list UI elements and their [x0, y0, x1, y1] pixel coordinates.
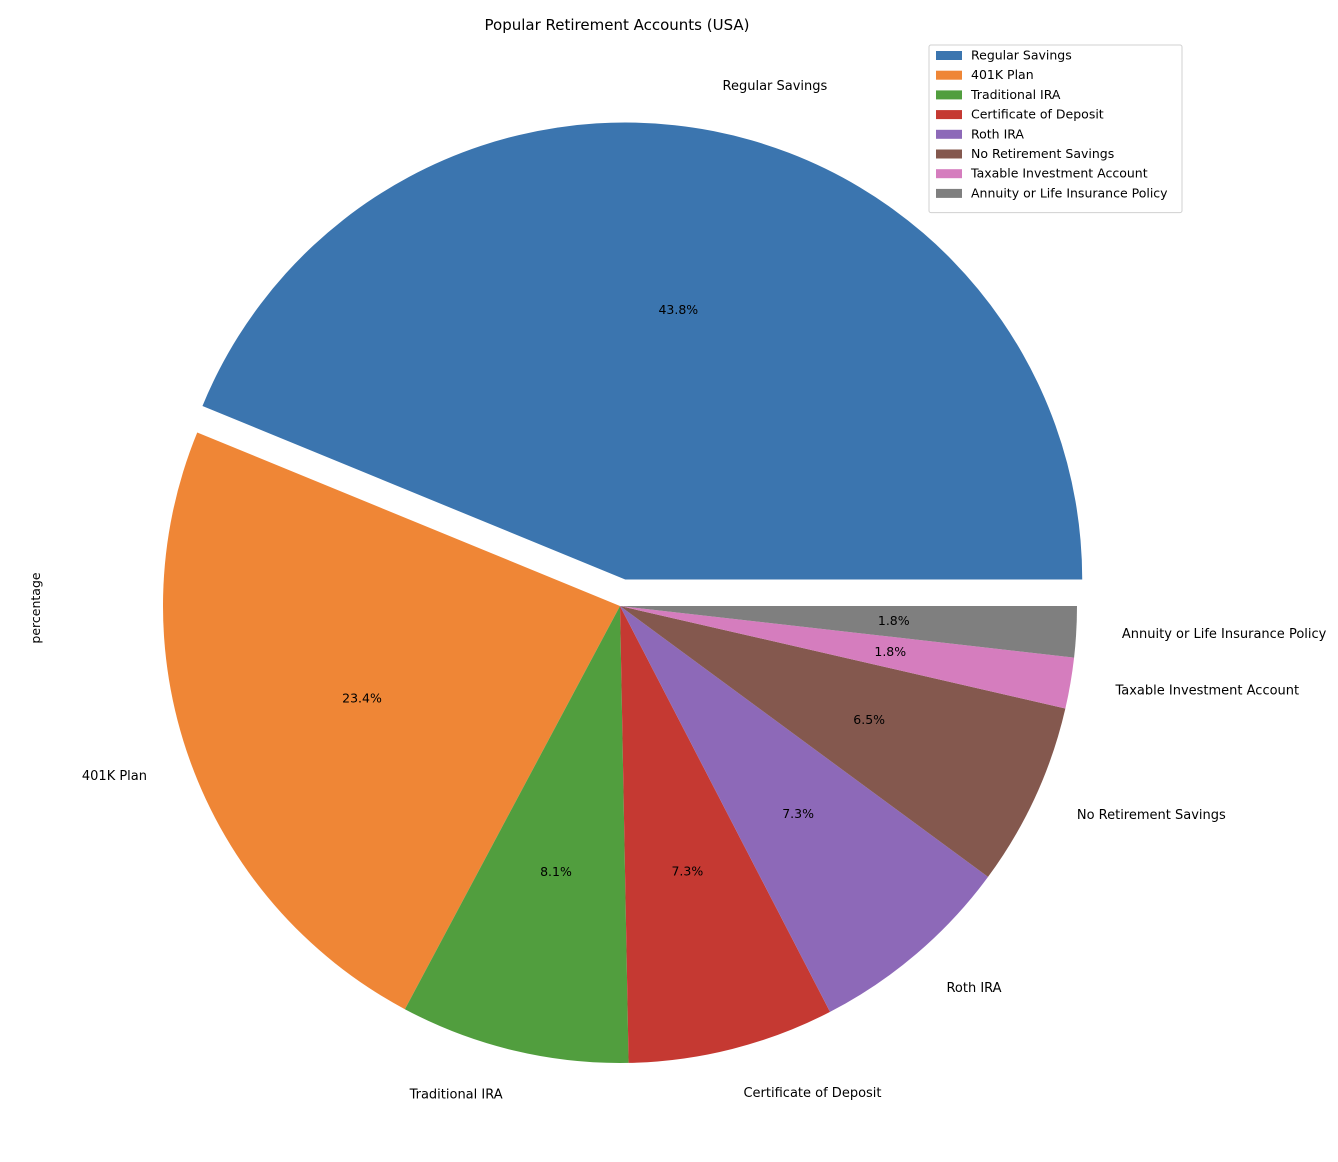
pie-slice-taxable-investment-account	[620, 606, 1075, 709]
slice-label-traditional-ira: Traditional IRA	[409, 1087, 503, 1102]
pct-label-annuity-or-life-insurance-policy: 1.8%	[878, 613, 910, 628]
pie-slice-certificate-of-deposit	[620, 606, 831, 1063]
slice-label-taxable-investment-account: Taxable Investment Account	[1114, 683, 1299, 698]
pct-label-401k-plan: 23.4%	[342, 690, 382, 705]
legend-swatch-roth-ira	[936, 129, 962, 139]
legend-entry-certificate-of-deposit: Certificate of Deposit	[971, 107, 1104, 122]
legend-entry-taxable-investment-account: Taxable Investment Account	[970, 166, 1148, 181]
legend-entry-annuity-or-life-insurance-policy: Annuity or Life Insurance Policy	[971, 185, 1168, 200]
legend-swatch-401k-plan	[936, 70, 962, 80]
pie-labels: Regular Savings 43.8% 401K Plan 23.4% Tradit…	[82, 79, 1327, 1102]
pie-slice-no-retirement-savings	[620, 606, 1066, 877]
pie-slice-roth-ira	[620, 606, 989, 1012]
legend-swatch-annuity-or-life-insurance-policy	[936, 188, 962, 198]
legend-swatch-regular-savings	[936, 51, 962, 60]
pct-label-regular-savings: 43.8%	[658, 302, 698, 317]
pie-slice-regular-savings	[202, 122, 1083, 580]
slice-label-401k-plan: 401K Plan	[82, 769, 147, 784]
legend-swatch-traditional-ira	[936, 90, 962, 100]
legend-entry-401k-plan: 401K Plan	[971, 67, 1034, 82]
legend-swatch-taxable-investment-account	[936, 169, 962, 179]
legend-box	[928, 44, 1183, 214]
legend-entry-roth-ira: Roth IRA	[971, 126, 1024, 141]
slice-label-certificate-of-deposit: Certificate of Deposit	[743, 1086, 881, 1101]
legend-entry-no-retirement-savings: No Retirement Savings	[971, 146, 1114, 161]
pct-label-no-retirement-savings: 6.5%	[853, 712, 885, 727]
slice-label-regular-savings: Regular Savings	[723, 79, 828, 94]
slice-label-roth-ira: Roth IRA	[946, 981, 1001, 996]
pie-slices	[162, 122, 1083, 1063]
y-axis-label: percentage	[28, 572, 43, 643]
legend-entry-traditional-ira: Traditional IRA	[970, 87, 1061, 102]
pct-label-traditional-ira: 8.1%	[540, 864, 572, 879]
legend: Regular Savings 401K Plan Traditional IRA C…	[928, 44, 1183, 214]
slice-label-annuity-or-life-insurance-policy: Annuity or Life Insurance Policy	[1122, 627, 1327, 642]
legend-swatch-no-retirement-savings	[936, 149, 962, 159]
pie-slice-annuity-or-life-insurance-policy	[620, 606, 1077, 658]
pct-label-certificate-of-deposit: 7.3%	[671, 863, 703, 878]
pie-slice-traditional-ira	[404, 606, 629, 1063]
slice-label-no-retirement-savings: No Retirement Savings	[1077, 808, 1226, 823]
pct-label-roth-ira: 7.3%	[782, 806, 814, 821]
pct-label-taxable-investment-account: 1.8%	[874, 644, 906, 659]
legend-entry-regular-savings: Regular Savings	[971, 48, 1072, 63]
chart-title: Popular Retirement Accounts (USA)	[485, 16, 750, 34]
pie-slice-401k-plan	[162, 432, 620, 1010]
legend-swatch-certificate-of-deposit	[936, 110, 962, 120]
